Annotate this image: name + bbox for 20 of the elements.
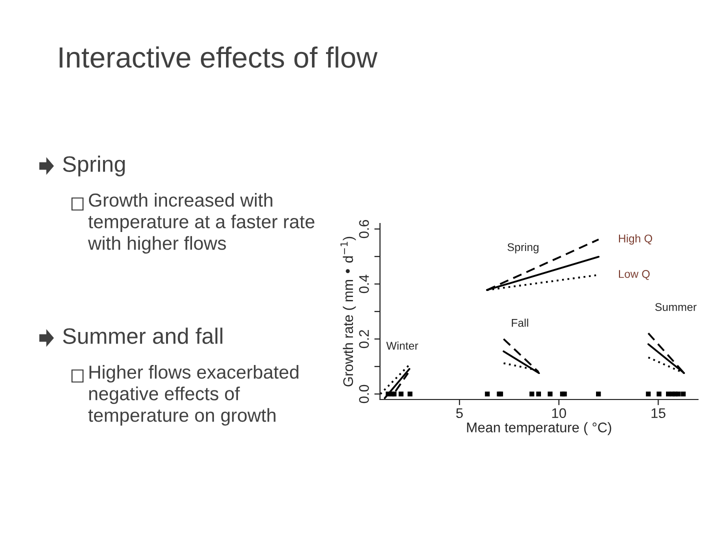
y-tick-label: 0.6 bbox=[359, 220, 369, 238]
annotation: Spring bbox=[508, 242, 538, 254]
text: Growth increased with temperature at a faster rate with higher flows bbox=[88, 193, 314, 254]
x-axis-title: Mean temperature ( °C) bbox=[467, 422, 612, 436]
y-tick-label: 0.2 bbox=[359, 330, 369, 348]
chart-title: Interactive effects of flow bbox=[60, 46, 378, 68]
text: Summer and fall bbox=[63, 328, 222, 344]
annotation: Winter bbox=[386, 342, 418, 350]
x-tick-label: 5 bbox=[456, 408, 463, 418]
y-tick-label: 0.4 bbox=[359, 274, 369, 294]
text: Higher flows exacerbated negative effects of temperature on growth bbox=[88, 365, 298, 426]
text: Spring bbox=[63, 156, 125, 176]
annotation: Low Q bbox=[618, 270, 650, 280]
x-tick-label: 10 bbox=[552, 408, 566, 418]
y-axis-title: Growth rate ( mm • d$^{−1}$) bbox=[340, 236, 356, 386]
y-tick-label: 0.0 bbox=[359, 384, 369, 404]
annotation: Summer bbox=[655, 303, 697, 311]
x-tick-label: 15 bbox=[652, 408, 666, 418]
annotation: Fall bbox=[512, 318, 528, 327]
annotation: High Q bbox=[618, 234, 652, 245]
